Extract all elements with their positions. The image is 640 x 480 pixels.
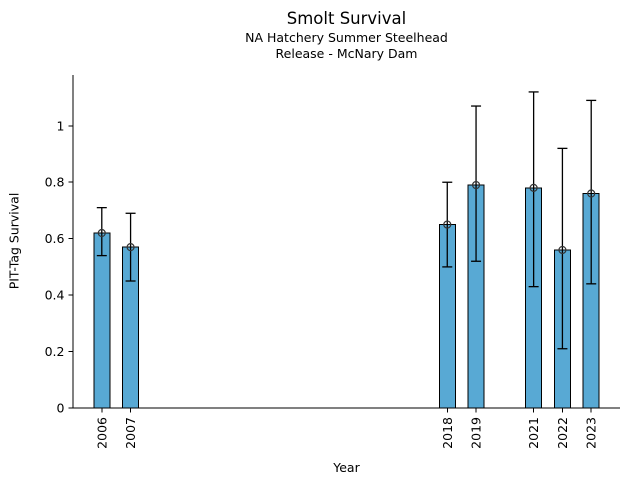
x-tick-label: 2023 [584, 417, 599, 449]
y-tick-label: 0.4 [45, 288, 65, 303]
x-axis-label: Year [333, 460, 360, 475]
axes-group [68, 75, 620, 413]
chart-title: Smolt Survival [286, 9, 407, 28]
point-marker-2021 [529, 183, 538, 192]
bars-group [93, 184, 600, 409]
tick-labels-group: 0 0.2 0.4 0.6 0.8 1 2006 2007 2018 2019 2021 2022 20… [45, 118, 599, 449]
y-tick-label: 1 [57, 118, 65, 133]
error-bar-2006 [96, 206, 107, 257]
chart-subtitle-line2: Release - McNary Dam [275, 46, 418, 61]
chart-subtitle-line1: NA Hatchery Summer Steelhead [245, 30, 448, 45]
markers-group [97, 180, 596, 255]
x-tick-label: 2022 [555, 417, 570, 449]
error-bar-2019 [471, 105, 482, 262]
point-marker-2018 [443, 220, 452, 229]
error-bar-2022 [557, 147, 568, 350]
x-tick-label: 2019 [469, 417, 484, 449]
y-tick-label: 0.2 [45, 344, 65, 359]
x-tick-label: 2021 [526, 417, 541, 449]
point-marker-2023 [587, 189, 596, 198]
error-bar-2018 [442, 181, 453, 268]
error-bar-2007 [125, 212, 136, 282]
error-bar-2021 [528, 91, 539, 288]
bar-2006 [93, 232, 111, 409]
point-marker-2007 [126, 243, 135, 252]
y-tick-label: 0.6 [45, 231, 65, 246]
point-marker-2019 [471, 180, 481, 190]
x-tick-label: 2006 [94, 417, 109, 449]
y-tick-label: 0 [57, 401, 65, 416]
error-bars-group [96, 91, 597, 350]
point-marker-2006 [97, 228, 106, 238]
point-marker-2022 [558, 245, 567, 255]
x-tick-label: 2007 [123, 417, 138, 449]
error-bar-2023 [586, 99, 597, 285]
y-tick-label: 0.8 [45, 175, 65, 190]
x-tick-label: 2018 [440, 417, 455, 449]
